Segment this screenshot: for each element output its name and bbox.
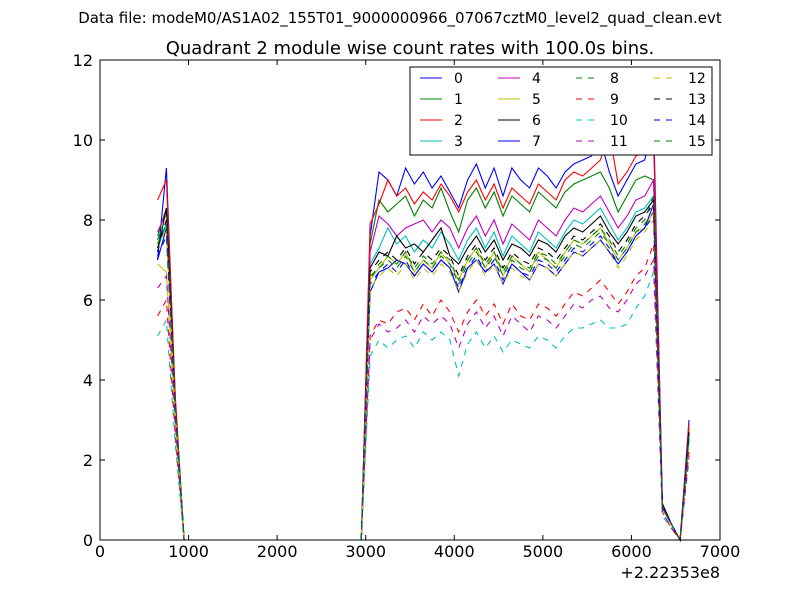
- legend-label-7: 7: [532, 134, 541, 150]
- series-line-10: [157, 271, 690, 542]
- series-line-12: [157, 218, 690, 542]
- series-line-5: [157, 209, 690, 542]
- legend-label-9: 9: [610, 92, 619, 108]
- series-line-14: [157, 214, 690, 542]
- legend-label-11: 11: [610, 134, 628, 150]
- chart-title: Quadrant 2 module wise count rates with …: [166, 38, 655, 59]
- x-tick-label: 3000: [345, 542, 386, 561]
- legend-label-2: 2: [454, 113, 463, 129]
- series-line-15: [157, 195, 690, 542]
- series-line-8: [157, 210, 690, 542]
- series-line-0: [157, 119, 690, 542]
- x-tick-label: 1000: [168, 542, 209, 561]
- legend-box: [409, 66, 713, 156]
- y-tick-label: 2: [83, 451, 93, 470]
- y-tick-label: 12: [73, 51, 93, 70]
- series-line-7: [157, 203, 690, 542]
- x-tick-label: 5000: [522, 542, 563, 561]
- y-tick-label: 10: [73, 131, 93, 150]
- legend-label-0: 0: [454, 71, 463, 87]
- x-tick-label: 7000: [700, 542, 741, 561]
- series-line-13: [157, 202, 690, 542]
- x-tick-label: 0: [95, 542, 105, 561]
- y-tick-label: 6: [83, 291, 93, 310]
- series-line-1: [157, 171, 690, 542]
- x-tick-label: 6000: [611, 542, 652, 561]
- figure-suptitle: Data file: modeM0/AS1A02_155T01_90000009…: [78, 9, 722, 27]
- series-line-2: [157, 131, 690, 542]
- legend-label-1: 1: [454, 92, 463, 108]
- legend-label-10: 10: [610, 113, 628, 129]
- legend-label-4: 4: [532, 71, 541, 87]
- legend-label-5: 5: [532, 92, 541, 108]
- x-tick-label: 4000: [434, 542, 475, 561]
- legend-label-15: 15: [688, 134, 706, 150]
- series-line-4: [157, 177, 690, 542]
- x-offset-label: +2.22353e8: [620, 563, 720, 582]
- y-tick-label: 8: [83, 211, 93, 230]
- legend-label-3: 3: [454, 134, 463, 150]
- series-layer: [157, 119, 690, 542]
- legend-label-8: 8: [610, 71, 619, 87]
- series-line-6: [157, 198, 690, 542]
- series-line-9: [157, 243, 690, 542]
- legend-label-12: 12: [688, 71, 706, 87]
- y-tick-label: 4: [83, 371, 93, 390]
- legend-label-6: 6: [532, 113, 541, 129]
- legend-label-14: 14: [688, 113, 706, 129]
- series-line-3: [157, 194, 690, 542]
- x-tick-label: 2000: [257, 542, 298, 561]
- legend-label-13: 13: [688, 92, 706, 108]
- series-line-11: [157, 258, 690, 542]
- y-tick-label: 0: [83, 531, 93, 550]
